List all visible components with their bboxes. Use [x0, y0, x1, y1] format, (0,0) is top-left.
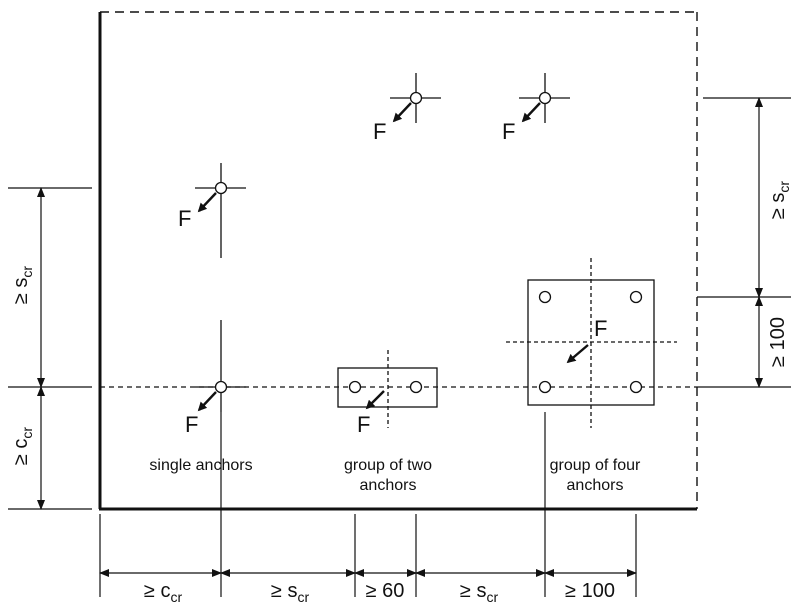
force-label: F — [502, 119, 515, 144]
force-arrow — [197, 391, 217, 412]
dimension-left — [8, 187, 92, 510]
caption-single-anchors: single anchors — [149, 457, 252, 474]
force-labels: F F F F F F — [178, 119, 607, 437]
anchor — [348, 380, 362, 394]
anchor-single-upper-left — [195, 163, 246, 258]
force-label: F — [357, 412, 370, 437]
dimension-label-c-cr-bottom: ≥ ccr — [144, 580, 183, 605]
caption-group-four-line1: group of four — [550, 457, 641, 474]
force-arrow — [521, 102, 541, 123]
force-arrow — [197, 192, 217, 213]
anchor — [409, 380, 423, 394]
anchor — [538, 290, 552, 304]
concrete-member — [98, 11, 698, 511]
dimension-label-60-bottom: ≥ 60 — [366, 580, 405, 602]
caption-group-four-line2: anchors — [567, 477, 624, 494]
force-label: F — [185, 412, 198, 437]
dimension-label-s-cr-right: ≥ scr — [767, 181, 791, 220]
anchor — [538, 380, 552, 394]
caption-group-two-line2: anchors — [360, 477, 417, 494]
anchor — [629, 380, 643, 394]
dimension-right — [697, 97, 791, 388]
caption-group-two-line1: group of two — [344, 457, 432, 474]
anchor-group-two — [337, 350, 438, 428]
dimension-label-c-cr-left: ≥ ccr — [10, 427, 35, 466]
force-arrow — [566, 344, 589, 364]
captions: single anchors group of two anchors grou… — [149, 457, 641, 494]
dimension-label-100-right: ≥ 100 — [767, 317, 789, 367]
anchor-single-top-right — [519, 73, 570, 123]
anchor-single-lower — [195, 320, 246, 412]
dimension-label-100-bottom: ≥ 100 — [565, 580, 615, 602]
dimension-label-s-cr-left: ≥ scr — [10, 266, 35, 305]
dimension-label-s-cr-bottom-1: ≥ scr — [271, 580, 310, 605]
force-label: F — [178, 206, 191, 231]
force-arrow — [365, 390, 385, 410]
force-label: F — [373, 119, 386, 144]
anchor-single-top-middle — [390, 73, 441, 123]
force-label: F — [594, 316, 607, 341]
force-arrow — [392, 102, 412, 123]
anchor-group-four — [506, 258, 677, 428]
anchor — [629, 290, 643, 304]
dimension-label-s-cr-bottom-2: ≥ scr — [460, 580, 499, 605]
dimension-bottom — [99, 412, 637, 597]
